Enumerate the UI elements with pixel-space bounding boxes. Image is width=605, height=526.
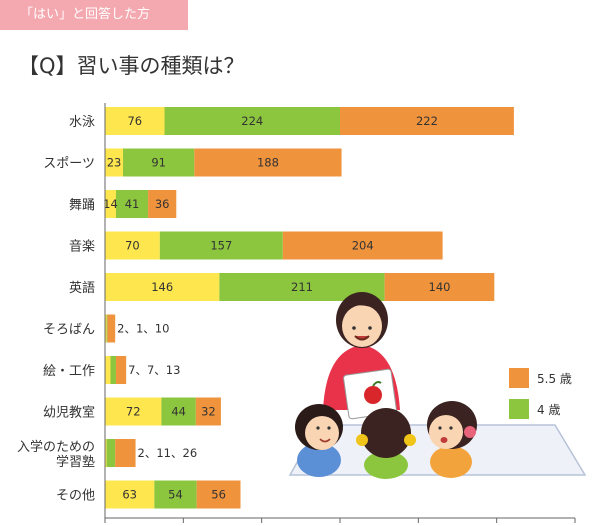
data-label: 36 (155, 197, 170, 211)
data-label: 32 (201, 405, 216, 419)
data-label: 140 (429, 280, 451, 294)
bar-segment (105, 273, 220, 301)
data-label: 23 (107, 156, 122, 170)
bar-segment (196, 480, 241, 509)
bar-segment (159, 231, 283, 260)
bar-segment (164, 107, 340, 135)
bar-segment (115, 439, 136, 467)
category-label: スポーツ (43, 157, 95, 172)
category-label: 幼児教室 (43, 405, 95, 421)
bar-segment (105, 190, 116, 218)
data-label: 188 (257, 156, 279, 170)
bar-segment (107, 314, 116, 343)
data-label: 63 (122, 488, 137, 502)
bar-segment (105, 480, 155, 509)
bar-segment (195, 397, 221, 426)
data-label: 70 (125, 239, 140, 253)
data-label: 7、7、13 (128, 363, 180, 377)
bar-segment (105, 314, 107, 343)
legend-label: 4 歳 (537, 403, 560, 417)
data-label: 72 (126, 405, 141, 419)
data-label: 54 (168, 488, 183, 502)
bar-segment (105, 148, 124, 177)
bar-segment (105, 356, 111, 384)
data-label: 44 (171, 405, 186, 419)
data-label: 211 (291, 280, 313, 294)
data-label: 204 (352, 239, 374, 253)
data-label: 41 (125, 197, 140, 211)
chart-title: 【Q】習い事の種類は？ (18, 54, 245, 78)
bar-segment (148, 190, 177, 218)
legend-swatch (509, 399, 529, 419)
category-label: そろばん (43, 323, 95, 338)
category-label: 入学のための学習塾 (17, 439, 95, 470)
bar-segment (384, 273, 495, 301)
bar-segment (105, 231, 160, 260)
category-label: 水泳 (69, 115, 95, 130)
category-label: 絵・工作 (43, 364, 95, 379)
data-label: 2、11、26 (138, 446, 198, 460)
data-label: 76 (127, 114, 142, 128)
bar-segment (340, 107, 514, 135)
bar-segment (194, 148, 342, 177)
data-label: 146 (151, 280, 173, 294)
data-label: 14 (103, 197, 118, 211)
bar-segment (106, 439, 116, 467)
bar-segment (282, 231, 443, 260)
bar-segment (161, 397, 196, 426)
data-label: 222 (416, 114, 438, 128)
bar-segment (115, 356, 127, 384)
bar-segment (115, 190, 149, 218)
bar-segment (105, 107, 165, 135)
bar-segment (105, 439, 107, 467)
data-label: 157 (210, 239, 232, 253)
legend-label: 5.5 歳 (537, 372, 572, 386)
data-label: 224 (241, 114, 263, 128)
data-label: 91 (151, 156, 166, 170)
bar-segment (110, 356, 116, 384)
children-illustration (288, 292, 587, 479)
bar-segment (154, 480, 197, 509)
data-label: 56 (211, 488, 226, 502)
bar-segment (105, 397, 162, 426)
category-label: その他 (56, 489, 95, 504)
category-label: 英語 (69, 280, 95, 296)
category-label: 音楽 (69, 239, 95, 255)
bar-segment (106, 314, 108, 343)
bar-segment (123, 148, 195, 177)
respondent-badge: 「はい」と回答した方 (0, 0, 188, 30)
legend-swatch (509, 368, 529, 388)
data-label: 2、1、10 (117, 322, 169, 336)
category-label: 舞踊 (69, 198, 95, 213)
